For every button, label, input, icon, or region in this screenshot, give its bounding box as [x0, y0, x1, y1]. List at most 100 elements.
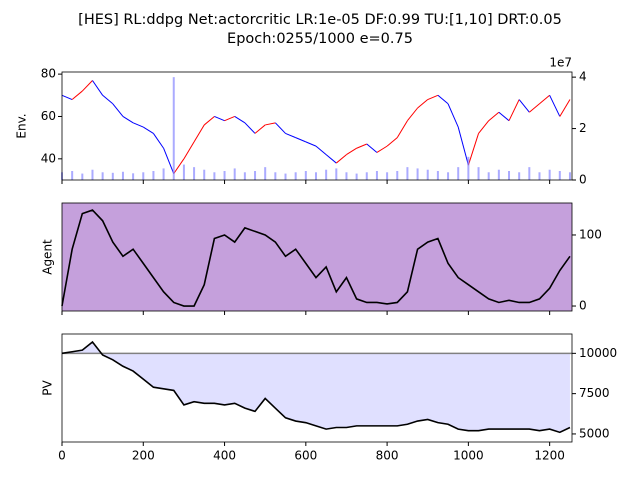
price-segment [478, 120, 490, 134]
price-segment [61, 94, 73, 100]
volume-bar [71, 171, 74, 180]
volume-bar [497, 169, 500, 180]
price-segment [356, 143, 367, 149]
price-segment [102, 94, 114, 105]
volume-bar [457, 167, 460, 180]
price-segment [214, 116, 225, 122]
price-segment [366, 143, 378, 153]
volume-bar [284, 173, 287, 180]
price-segment [386, 137, 398, 147]
price-segment [71, 90, 83, 100]
price-segment [92, 80, 104, 96]
price-segment [254, 124, 266, 134]
plot-background [62, 203, 572, 311]
price-segment [488, 111, 500, 122]
price-segment [244, 122, 256, 134]
price-segment [112, 103, 124, 117]
price-segment [315, 145, 327, 155]
volume-bar [568, 172, 571, 180]
price-segment [539, 94, 550, 105]
volume-bar [142, 172, 145, 180]
volume-bar [365, 172, 368, 180]
price-segment [437, 94, 449, 105]
volume-bar [558, 171, 561, 180]
price-segment [518, 99, 530, 113]
volume-bar [447, 172, 450, 180]
price-segment [173, 158, 185, 174]
volume-bar [355, 173, 358, 180]
volume-bar [223, 171, 226, 180]
line [61, 340, 571, 434]
volume-bar [264, 167, 267, 180]
volume-bar [335, 168, 338, 180]
price-segment [427, 94, 439, 100]
y-axis-label: Agent [41, 239, 55, 275]
y-axis-label: Env. [15, 113, 29, 138]
price-segment [376, 145, 388, 153]
x-tick-label: 200 [132, 449, 155, 463]
x-tick-label: 400 [213, 449, 236, 463]
price-segment [274, 122, 286, 134]
y2-tick-label: 4 [579, 70, 587, 84]
volume-bar [487, 172, 490, 180]
volume-bar [436, 171, 439, 180]
volume-bar [152, 171, 155, 180]
y2-tick-label: 100 [579, 227, 602, 241]
x-tick-label: 1200 [534, 449, 565, 463]
y-tick-label: 80 [41, 67, 56, 81]
price-segment [549, 95, 561, 117]
volume-bar [386, 172, 389, 180]
y-tick-label: 40 [41, 151, 56, 165]
price-segment [265, 122, 276, 126]
x-tick-label: 0 [58, 449, 66, 463]
volume-bar [406, 167, 409, 180]
volume-bar [416, 168, 419, 180]
volume-bar [467, 156, 470, 180]
y2-offset-label: 1e7 [549, 56, 572, 70]
volume-bar [477, 167, 480, 180]
price-segment [81, 80, 93, 92]
volume-bar [172, 77, 175, 180]
x-tick-label: 1000 [453, 449, 484, 463]
price-segment [559, 99, 571, 117]
price-segment [285, 132, 296, 139]
volume-bar [111, 172, 114, 180]
plot-frame [61, 333, 573, 443]
line [61, 209, 571, 307]
y2-tick-label: 10000 [579, 346, 617, 360]
price-segment [529, 103, 540, 113]
volume-bar [528, 167, 531, 180]
price-segment [305, 141, 317, 147]
volume-bar [121, 171, 124, 180]
price-segment [498, 111, 510, 122]
price-segment [193, 124, 205, 143]
price-segment [153, 133, 165, 149]
volume-bar [304, 171, 307, 180]
y2-tick-label: 0 [579, 173, 587, 187]
volume-bar [548, 169, 551, 180]
price-segment [163, 148, 175, 174]
volume-bar [203, 169, 206, 180]
volume-bar [101, 172, 104, 180]
price-segment [346, 147, 357, 156]
price-segment [335, 154, 347, 164]
volume-bar [182, 164, 185, 180]
price-segment [132, 122, 144, 128]
figure-title: [HES] RL:ddpg Net:actorcritic LR:1e-05 D… [78, 12, 562, 28]
price-segment [457, 126, 469, 166]
volume-bar [233, 168, 236, 180]
price-segment [325, 154, 337, 164]
volume-bar [243, 172, 246, 180]
volume-bar [396, 171, 399, 180]
y-axis-label: PV [41, 379, 55, 395]
volume-bar [375, 171, 378, 180]
volume-bar [345, 172, 348, 180]
volume-bar [91, 169, 94, 180]
y2-tick-label: 2 [579, 121, 587, 135]
volume-bar [538, 172, 541, 180]
plot-frame [61, 71, 573, 181]
x-tick-label: 600 [294, 449, 317, 463]
volume-bar [254, 171, 257, 180]
volume-bar [132, 173, 135, 180]
price-segment [122, 116, 134, 124]
